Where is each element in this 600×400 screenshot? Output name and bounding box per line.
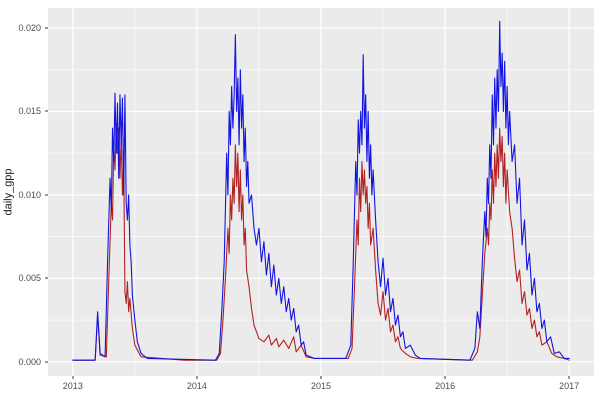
x-tick-mark	[568, 376, 570, 379]
plot-svg	[48, 8, 594, 376]
x-tick-mark	[196, 376, 198, 379]
y-tick-label: 0.020	[18, 23, 41, 34]
x-tick-mark	[320, 376, 322, 379]
y-tick-mark	[45, 194, 48, 196]
x-tick-mark	[72, 376, 74, 379]
x-axis: 2013 2014 2015 2016 2017	[48, 376, 594, 400]
x-tick-mark	[444, 376, 446, 379]
y-tick-label: 0.015	[18, 106, 41, 117]
series-line-gpp-observed-blue	[72, 20, 570, 361]
y-tick-mark	[45, 27, 48, 29]
x-tick-label: 2016	[435, 381, 456, 391]
chart-panel	[48, 8, 594, 376]
x-tick-label: 2015	[310, 381, 332, 391]
y-axis: 0.000 0.005 0.010 0.015 0.020	[0, 8, 48, 376]
x-tick-label: 2013	[62, 381, 83, 391]
y-tick-mark	[45, 277, 48, 279]
y-tick-label: 0.000	[18, 356, 41, 367]
y-tick-mark	[45, 361, 48, 363]
y-tick-label: 0.010	[18, 189, 41, 200]
y-tick-mark	[45, 110, 48, 112]
series-line-gpp-modeled-red	[72, 122, 570, 361]
x-tick-label: 2014	[186, 381, 207, 391]
y-tick-label: 0.005	[18, 273, 41, 284]
x-tick-label: 2017	[559, 381, 580, 391]
